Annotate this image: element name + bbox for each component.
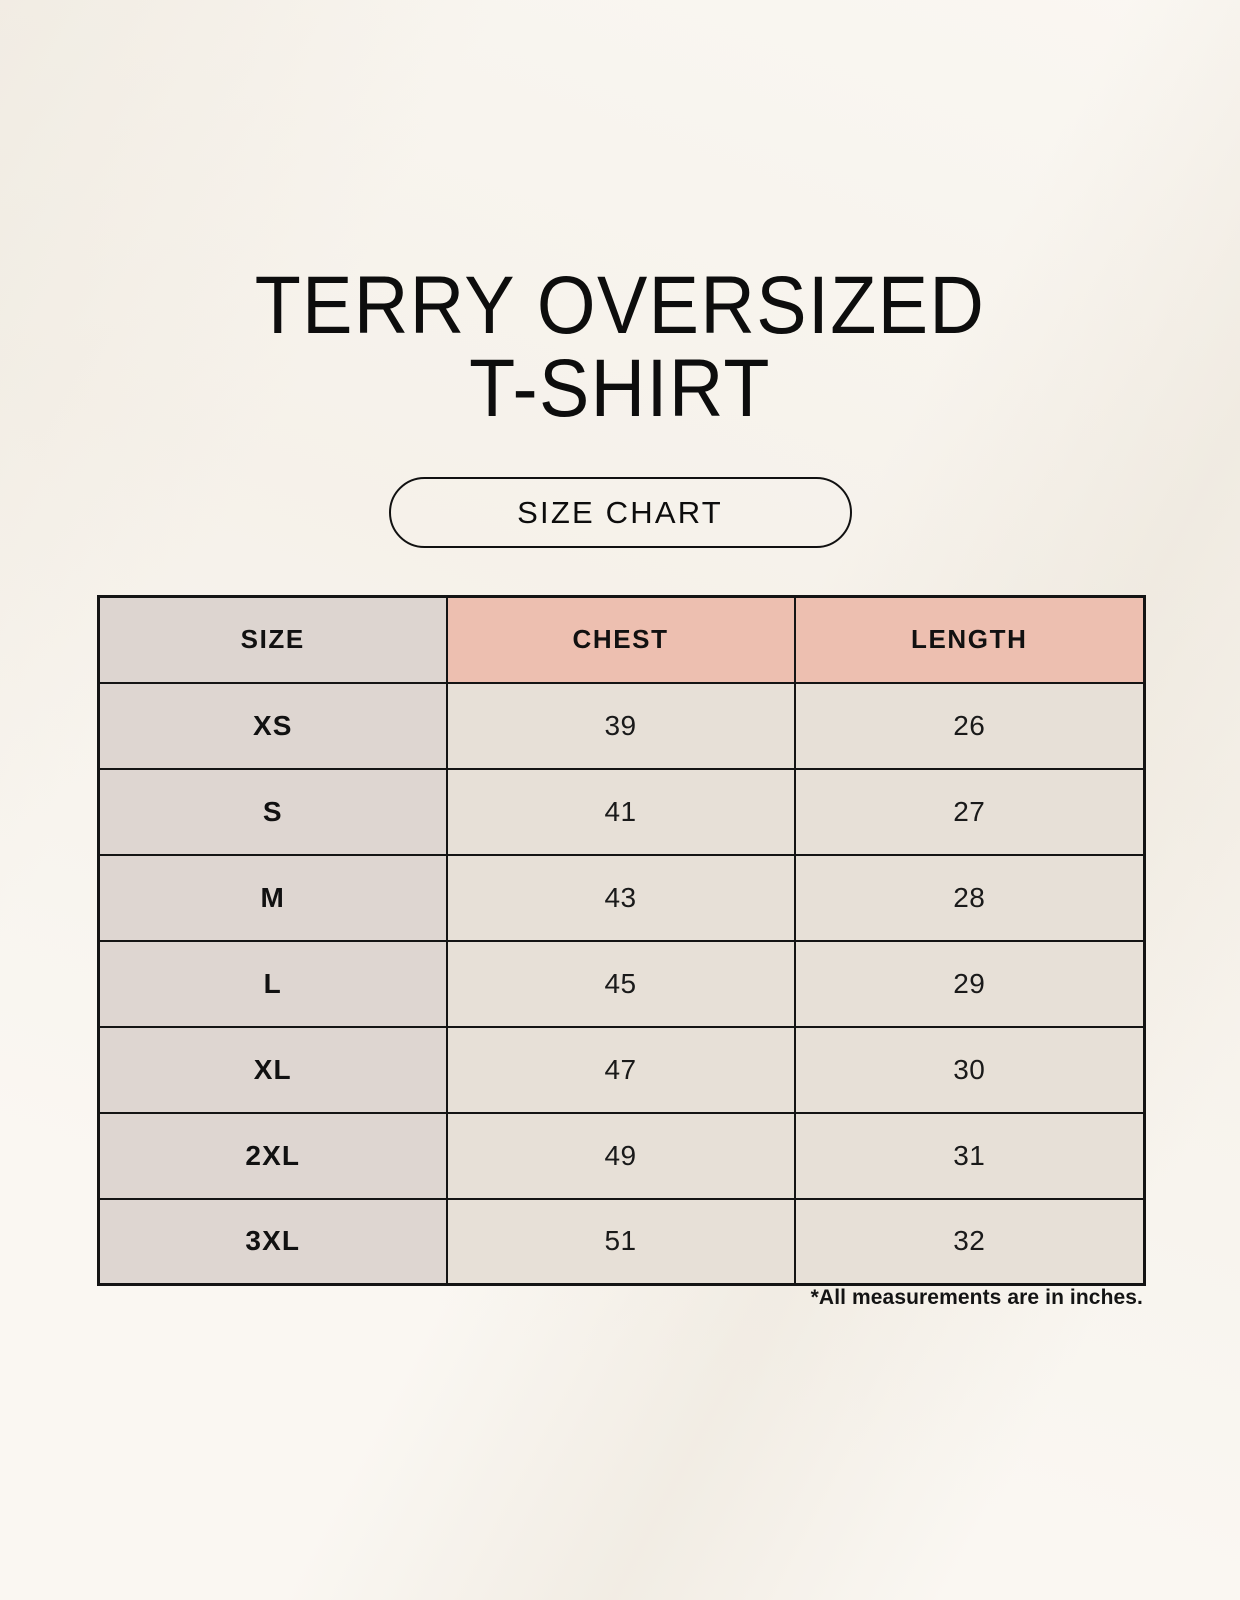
column-header-chest: CHEST <box>445 595 796 684</box>
size-chart-badge-wrap: SIZE CHART <box>0 477 1240 548</box>
cell-length: 32 <box>793 1197 1146 1286</box>
cell-chest: 41 <box>445 767 796 856</box>
table-row: XL 47 30 <box>97 1025 1146 1114</box>
cell-length: 29 <box>793 939 1146 1028</box>
cell-size: 3XL <box>97 1197 448 1286</box>
size-table-body: XS 39 26 S 41 27 M 43 28 L 45 29 <box>97 681 1146 1286</box>
cell-size: 2XL <box>97 1111 448 1200</box>
table-row: S 41 27 <box>97 767 1146 856</box>
cell-chest: 47 <box>445 1025 796 1114</box>
cell-length: 26 <box>793 681 1146 770</box>
cell-length: 30 <box>793 1025 1146 1114</box>
cell-chest: 39 <box>445 681 796 770</box>
size-table: SIZE CHEST LENGTH XS 39 26 S 41 27 M <box>97 595 1146 1286</box>
page-title: TERRY OVERSIZED T-SHIRT <box>0 264 1240 430</box>
cell-chest: 49 <box>445 1111 796 1200</box>
measurement-units-note: *All measurements are in inches. <box>810 1286 1143 1309</box>
table-row: XS 39 26 <box>97 681 1146 770</box>
page-title-line-2: T-SHIRT <box>469 343 771 434</box>
table-row: 3XL 51 32 <box>97 1197 1146 1286</box>
cell-chest: 45 <box>445 939 796 1028</box>
size-chart-badge: SIZE CHART <box>388 477 852 548</box>
cell-size: XL <box>97 1025 448 1114</box>
column-header-length: LENGTH <box>793 595 1146 684</box>
table-row: L 45 29 <box>97 939 1146 1028</box>
table-row: M 43 28 <box>97 853 1146 942</box>
column-header-size: SIZE <box>97 595 448 684</box>
cell-size: L <box>97 939 448 1028</box>
size-table-wrap: SIZE CHEST LENGTH XS 39 26 S 41 27 M <box>97 595 1146 1286</box>
cell-length: 27 <box>793 767 1146 856</box>
page-title-line-1: TERRY OVERSIZED <box>254 260 986 351</box>
cell-size: XS <box>97 681 448 770</box>
cell-size: M <box>97 853 448 942</box>
cell-size: S <box>97 767 448 856</box>
size-table-head: SIZE CHEST LENGTH <box>97 595 1146 684</box>
cell-length: 28 <box>793 853 1146 942</box>
cell-chest: 43 <box>445 853 796 942</box>
table-row: 2XL 49 31 <box>97 1111 1146 1200</box>
table-header-row: SIZE CHEST LENGTH <box>97 595 1146 684</box>
cell-chest: 51 <box>445 1197 796 1286</box>
cell-length: 31 <box>793 1111 1146 1200</box>
